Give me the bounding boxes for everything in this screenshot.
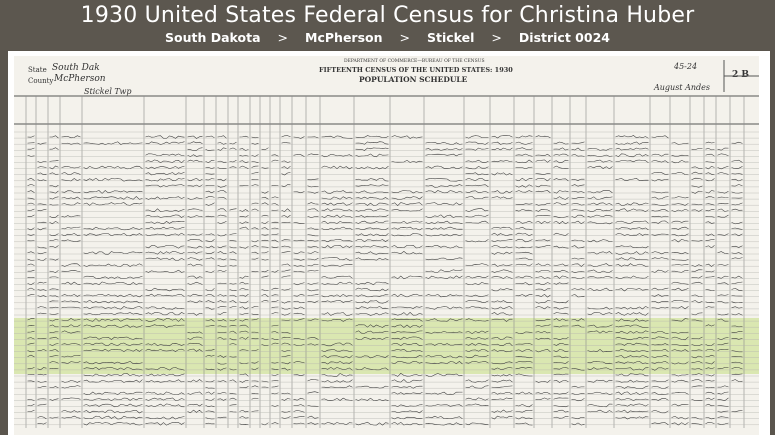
- schedule-line: POPULATION SCHEDULE: [359, 75, 468, 84]
- state-value: South Dak: [52, 63, 100, 73]
- district-value: 45-24: [674, 62, 698, 71]
- state-label: State: [28, 66, 47, 74]
- breadcrumb-separator: >: [491, 30, 502, 45]
- breadcrumb-county[interactable]: McPherson: [305, 30, 383, 45]
- breadcrumb-township[interactable]: Stickel: [427, 30, 475, 45]
- department-line: DEPARTMENT OF COMMERCE—BUREAU OF THE CEN…: [344, 59, 485, 64]
- county-value: McPherson: [54, 74, 106, 84]
- census-line: FIFTEENTH CENSUS OF THE UNITED STATES: 1…: [319, 66, 513, 74]
- breadcrumb-state[interactable]: South Dakota: [165, 30, 261, 45]
- breadcrumb-separator: >: [399, 30, 410, 45]
- breadcrumb-separator: >: [277, 30, 289, 45]
- sheet-number: 2 B: [732, 70, 750, 80]
- county-label: County: [28, 77, 54, 85]
- census-grid: [14, 60, 759, 428]
- page-title: 1930 United States Federal Census for Ch…: [80, 3, 695, 28]
- breadcrumb: South Dakota > McPherson > Stickel > Dis…: [0, 30, 775, 46]
- enumerated-date: August Andes: [654, 83, 710, 92]
- census-document-image[interactable]: State South Dak County McPherson Stickel…: [14, 56, 759, 435]
- title-bar: 1930 United States Federal Census for Ch…: [0, 0, 775, 50]
- township-value: Stickel Twp: [84, 87, 132, 96]
- breadcrumb-district[interactable]: District 0024: [518, 30, 610, 45]
